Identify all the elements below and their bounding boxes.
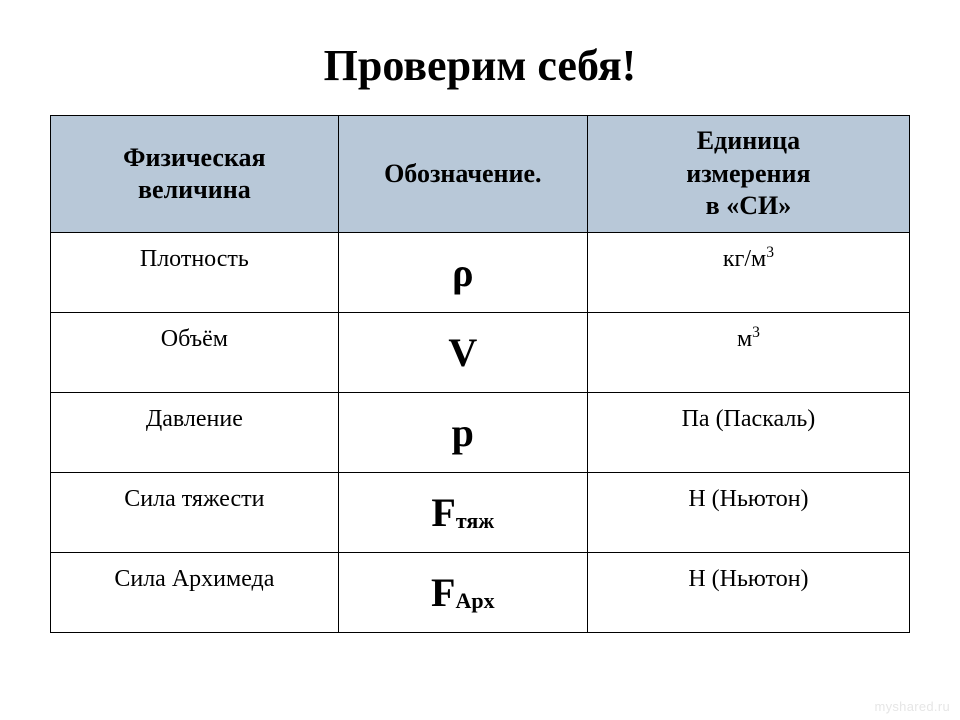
symbol-cell: FАрх bbox=[338, 553, 587, 633]
slide: Проверим себя! Физическая величина Обозн… bbox=[0, 0, 960, 720]
table-row: Плотность ρ кг/м3 bbox=[51, 233, 910, 313]
symbol-main: ρ bbox=[452, 250, 473, 295]
unit-prefix: Н (Ньютон) bbox=[688, 486, 808, 512]
unit-prefix: Н (Ньютон) bbox=[688, 566, 808, 592]
unit-sup: 3 bbox=[766, 244, 774, 261]
quantity-cell: Объём bbox=[51, 313, 339, 393]
symbol-sub: тяж bbox=[456, 508, 494, 533]
col-header-quantity: Физическая величина bbox=[51, 116, 339, 233]
symbol-cell: V bbox=[338, 313, 587, 393]
col-header-quantity-line2: величина bbox=[138, 175, 251, 204]
symbol-cell: p bbox=[338, 393, 587, 473]
col-header-unit-line3: в «СИ» bbox=[706, 191, 792, 220]
unit-prefix: м bbox=[737, 326, 752, 352]
symbol-sub: Арх bbox=[455, 588, 494, 613]
quantity-cell: Давление bbox=[51, 393, 339, 473]
quantity-cell: Сила тяжести bbox=[51, 473, 339, 553]
unit-prefix: кг/м bbox=[723, 246, 766, 272]
unit-sup: 3 bbox=[752, 324, 760, 341]
table-row: Объём Vм3 bbox=[51, 313, 910, 393]
page-title: Проверим себя! bbox=[50, 40, 910, 91]
watermark: myshared.ru bbox=[874, 699, 950, 714]
unit-cell: м3 bbox=[587, 313, 909, 393]
symbol-cell: Fтяж bbox=[338, 473, 587, 553]
physics-table: Физическая величина Обозначение. Единица… bbox=[50, 115, 910, 633]
symbol-main: F bbox=[431, 490, 455, 535]
unit-prefix: Па (Паскаль) bbox=[682, 406, 816, 432]
table-header-row: Физическая величина Обозначение. Единица… bbox=[51, 116, 910, 233]
symbol-cell: ρ bbox=[338, 233, 587, 313]
table-body: Плотностьρкг/м3ОбъёмVм3ДавлениеpПа (Паск… bbox=[51, 233, 910, 633]
unit-cell: Н (Ньютон) bbox=[587, 473, 909, 553]
table-row: Сила АрхимедаFАрхН (Ньютон) bbox=[51, 553, 910, 633]
table-row: Давление p Па (Паскаль) bbox=[51, 393, 910, 473]
col-header-symbol: Обозначение. bbox=[338, 116, 587, 233]
table-row: Сила тяжестиFтяжН (Ньютон) bbox=[51, 473, 910, 553]
symbol-main: p bbox=[452, 410, 474, 455]
symbol-main: V bbox=[448, 330, 477, 375]
col-header-unit-line1: Единица bbox=[697, 126, 800, 155]
unit-cell: Па (Паскаль) bbox=[587, 393, 909, 473]
quantity-cell: Плотность bbox=[51, 233, 339, 313]
unit-cell: кг/м3 bbox=[587, 233, 909, 313]
quantity-cell: Сила Архимеда bbox=[51, 553, 339, 633]
col-header-quantity-line1: Физическая bbox=[123, 143, 265, 172]
col-header-unit: Единица измерения в «СИ» bbox=[587, 116, 909, 233]
col-header-unit-line2: измерения bbox=[686, 159, 810, 188]
unit-cell: Н (Ньютон) bbox=[587, 553, 909, 633]
symbol-main: F bbox=[431, 570, 455, 615]
